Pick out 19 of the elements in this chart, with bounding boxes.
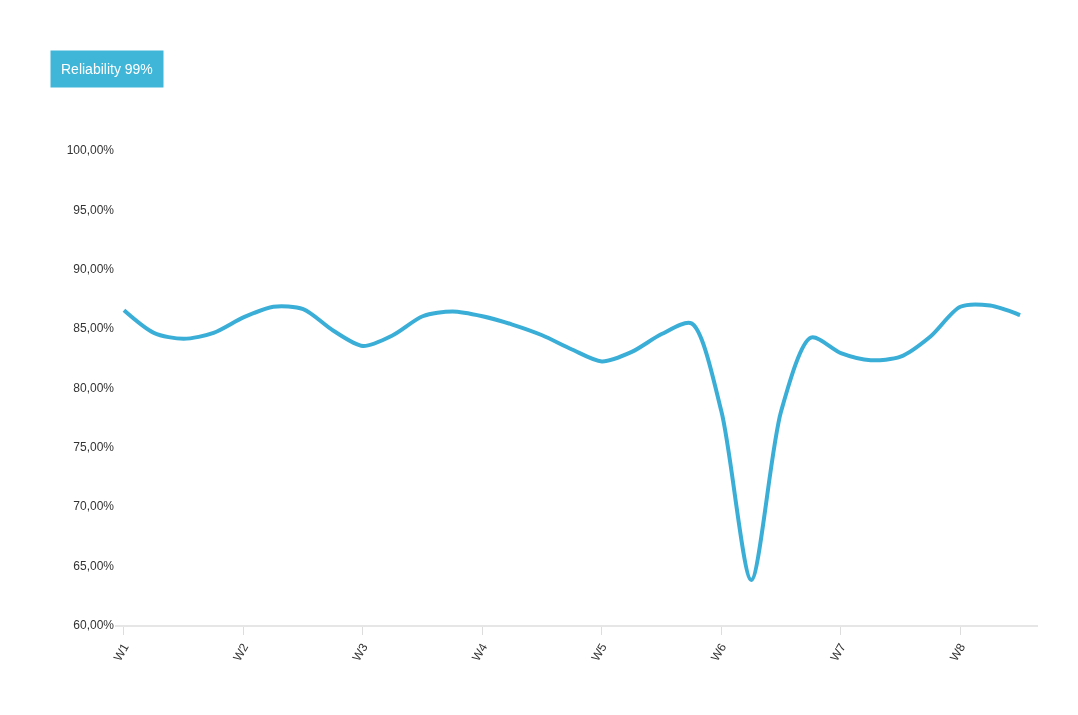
chart-title: Reliability 99% — [61, 61, 153, 77]
x-tick-label: W2 — [230, 640, 252, 664]
x-tick-label: W8 — [947, 640, 969, 664]
x-tick-label: W3 — [349, 640, 371, 664]
x-tick-label: W6 — [708, 640, 730, 664]
y-tick-label: 90,00% — [73, 261, 115, 276]
line-series — [121, 302, 1023, 582]
y-tick-label: 75,00% — [73, 440, 115, 455]
x-tick-label: W7 — [827, 640, 849, 664]
y-tick-label: 65,00% — [73, 558, 115, 573]
y-tick-label: 100,00% — [66, 143, 115, 158]
x-tick-label: W1 — [110, 640, 132, 664]
y-tick-label: 60,00% — [73, 618, 115, 633]
x-tick-label: W4 — [469, 640, 491, 664]
y-tick-label: 80,00% — [73, 380, 115, 395]
y-tick-label: 95,00% — [73, 202, 115, 217]
y-tick-label: 85,00% — [73, 321, 115, 336]
y-tick-label: 70,00% — [73, 499, 115, 514]
x-tick-label: W5 — [588, 640, 610, 664]
